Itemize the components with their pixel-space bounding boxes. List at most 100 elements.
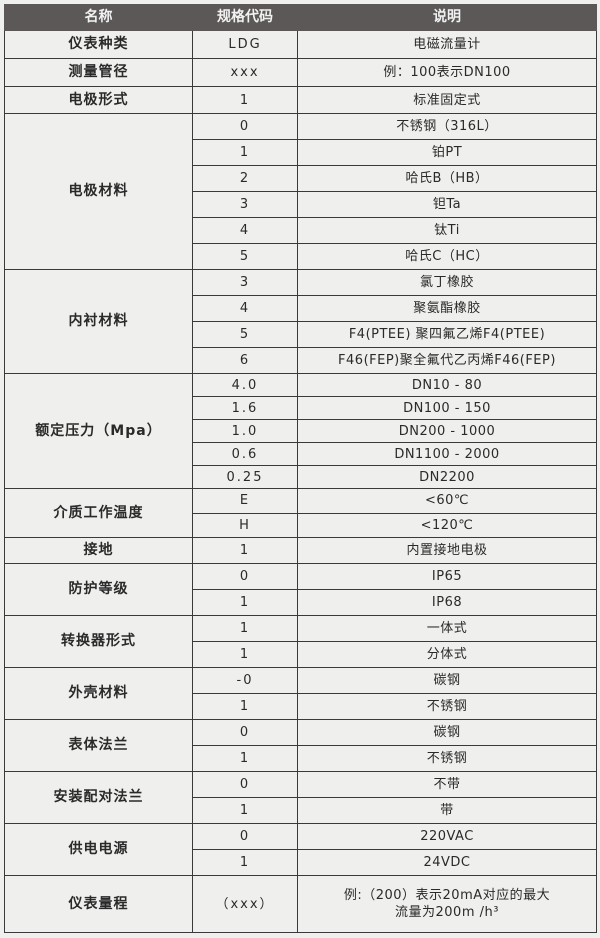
spec-code-cell: 0.25	[192, 465, 298, 489]
spec-description-cell: DN2200	[297, 465, 597, 489]
spec-description-cell: 带	[297, 797, 597, 824]
table-row: H <120℃	[5, 512, 597, 538]
spec-code-cell: 2	[192, 165, 298, 192]
spec-description-cell: 内置接地电极	[297, 537, 597, 564]
spec-code-cell: 5	[192, 243, 298, 270]
spec-code-cell: 0	[192, 563, 298, 590]
spec-code-cell: -0	[192, 667, 298, 694]
spec-code-cell: 1	[192, 537, 298, 564]
table-row: 6 F46(FEP)聚全氟代乙丙烯F46(FEP)	[5, 347, 597, 374]
spec-code-cell: 3	[192, 269, 298, 296]
table-row: 1.6 DN100 - 150	[5, 396, 597, 420]
spec-description-cell: 聚氨酯橡胶	[297, 295, 597, 322]
table-row: 防护等级 0 IP65	[4, 563, 597, 616]
spec-name-cell: 安装配对法兰	[4, 771, 193, 824]
spec-description-cell: DN1100 - 2000	[297, 442, 597, 466]
table-row: 转换器形式 1 一体式	[4, 615, 597, 668]
spec-description-cell: 分体式	[297, 641, 597, 668]
spec-code-cell: LDG	[192, 30, 298, 59]
spec-name-cell: 测量管径	[4, 58, 193, 87]
table-row: 仪表种类 LDG 电磁流量计	[4, 30, 597, 59]
spec-code-cell: 4.0	[192, 373, 298, 397]
table-row: 外壳材料 -0 碳钢	[4, 667, 597, 720]
spec-name-cell: 电极形式	[4, 86, 193, 114]
spec-description-cell: F4(PTEE) 聚四氟乙烯F4(PTEE)	[297, 321, 597, 348]
spec-description-cell: IP65	[297, 563, 597, 590]
spec-code-cell: 1	[192, 641, 298, 668]
header-description: 说明	[297, 4, 597, 31]
table-row: 额定压力（Mpa） 4.0 DN10 - 80	[4, 373, 597, 489]
spec-description-cell: <60℃	[297, 488, 597, 514]
spec-code-cell: H	[192, 512, 298, 538]
spec-code-cell: 1	[192, 86, 298, 114]
spec-name-cell: 内衬材料	[4, 269, 193, 374]
spec-code-cell: 1.0	[192, 419, 298, 443]
spec-code-cell: 1.6	[192, 396, 298, 420]
spec-description-cell: 一体式	[297, 615, 597, 642]
spec-name-cell: 额定压力（Mpa）	[4, 373, 193, 489]
spec-name-cell: 转换器形式	[4, 615, 193, 668]
spec-description-cell: 氯丁橡胶	[297, 269, 597, 296]
table-row: 内衬材料 3 氯丁橡胶	[4, 269, 597, 374]
table-row: 0.25 DN2200	[5, 465, 597, 489]
spec-name-cell: 表体法兰	[4, 719, 193, 772]
spec-name-cell: 仪表种类	[4, 30, 193, 59]
table-body: 仪表种类 LDG 电磁流量计 测量管径 xxx 例：100表示DN100 电极形式 1 标准固定…	[4, 30, 597, 933]
spec-code-cell: 1	[192, 693, 298, 720]
spec-code-cell: 1	[192, 745, 298, 772]
spec-code-cell: 0	[192, 823, 298, 850]
spec-description-cell: 碳钢	[297, 719, 597, 746]
spec-code-cell: xxx	[192, 58, 298, 87]
table-row: 仪表量程 （xxx） 例:（200）表示20mA对应的最大 流量为200m /h³	[4, 875, 597, 933]
spec-name-cell: 介质工作温度	[4, 488, 193, 538]
table-row: 安装配对法兰 0 不带	[4, 771, 597, 824]
header-name: 名称	[4, 4, 193, 31]
table-row: 2 哈氏B（HB）	[5, 165, 597, 192]
spec-code-cell: 1	[192, 849, 298, 876]
spec-code-cell: 0	[192, 719, 298, 746]
spec-code-cell: 0.6	[192, 442, 298, 466]
table-row: 接地 1 内置接地电极	[4, 537, 597, 564]
spec-description-cell: 钛Ti	[297, 217, 597, 244]
spec-code-cell: 1	[192, 615, 298, 642]
table-row: 1 不锈钢	[5, 745, 597, 772]
table-header-row: 名称 规格代码 说明	[4, 4, 597, 31]
table-row: 介质工作温度 E <60℃	[4, 488, 597, 538]
spec-name-cell: 接地	[4, 537, 193, 564]
spec-table: 名称 规格代码 说明 仪表种类 LDG 电磁流量计 测量管径 xxx 例：100表示DN1…	[4, 4, 597, 933]
table-row: 测量管径 xxx 例：100表示DN100	[4, 58, 597, 87]
table-row: 电极材料 0 不锈钢（316L）	[4, 113, 597, 270]
table-row: 1 不锈钢	[5, 693, 597, 720]
spec-code-cell: 0	[192, 113, 298, 140]
spec-description-cell: 不带	[297, 771, 597, 798]
spec-code-cell: E	[192, 488, 298, 514]
table-row: 1 24VDC	[5, 849, 597, 876]
spec-code-cell: 1	[192, 589, 298, 616]
spec-code-cell: 4	[192, 295, 298, 322]
spec-description-cell: 220VAC	[297, 823, 597, 850]
spec-description-cell: 碳钢	[297, 667, 597, 694]
spec-description-cell: 铂PT	[297, 139, 597, 166]
spec-description-cell: 不锈钢（316L）	[297, 113, 597, 140]
spec-code-cell: 1	[192, 797, 298, 824]
table-row: 5 哈氏C（HC）	[5, 243, 597, 270]
spec-description-cell: 钽Ta	[297, 191, 597, 218]
spec-description-cell: F46(FEP)聚全氟代乙丙烯F46(FEP)	[297, 347, 597, 374]
table-row: 4 钛Ti	[5, 217, 597, 244]
table-row: 供电电源 0 220VAC	[4, 823, 597, 876]
spec-name-cell: 防护等级	[4, 563, 193, 616]
spec-description-cell: 哈氏B（HB）	[297, 165, 597, 192]
spec-name-cell: 仪表量程	[4, 875, 193, 933]
spec-description-cell: DN200 - 1000	[297, 419, 597, 443]
table-row: 5 F4(PTEE) 聚四氟乙烯F4(PTEE)	[5, 321, 597, 348]
spec-name-cell: 电极材料	[4, 113, 193, 270]
spec-code-cell: 3	[192, 191, 298, 218]
spec-code-cell: （xxx）	[192, 875, 298, 933]
spec-description-cell: DN100 - 150	[297, 396, 597, 420]
spec-description-cell: 哈氏C（HC）	[297, 243, 597, 270]
spec-description-cell: DN10 - 80	[297, 373, 597, 397]
table-row: 3 钽Ta	[5, 191, 597, 218]
spec-code-cell: 1	[192, 139, 298, 166]
spec-description-cell: <120℃	[297, 512, 597, 538]
header-code: 规格代码	[192, 4, 298, 31]
